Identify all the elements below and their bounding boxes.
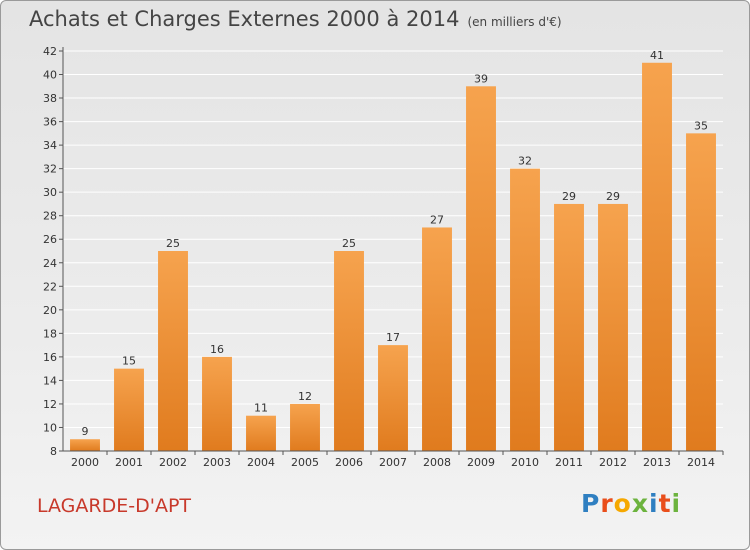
x-tick-label: 2012 (599, 456, 627, 469)
bar (378, 345, 408, 451)
logo-letter: i (649, 489, 659, 518)
bar-value-label: 35 (694, 119, 708, 132)
y-tick-label: 22 (43, 280, 57, 293)
x-tick-label: 2014 (687, 456, 715, 469)
bar (466, 86, 496, 451)
bar-value-label: 25 (166, 237, 180, 250)
x-tick-label: 2006 (335, 456, 363, 469)
bar (598, 203, 628, 451)
logo-letter: i (671, 489, 682, 518)
bar (70, 439, 100, 451)
bar-value-label: 25 (342, 237, 356, 250)
bar-value-label: 29 (606, 190, 620, 203)
x-tick-label: 2005 (291, 456, 319, 469)
x-tick-label: 2003 (203, 456, 231, 469)
y-tick-label: 12 (43, 398, 57, 411)
proxiti-logo: Proxiti (581, 489, 681, 518)
y-tick-label: 28 (43, 210, 57, 223)
y-tick-label: 18 (43, 327, 57, 340)
x-tick-label: 2008 (423, 456, 451, 469)
x-tick-label: 2009 (467, 456, 495, 469)
bar (158, 251, 188, 451)
bar-value-label: 27 (430, 213, 444, 226)
y-tick-label: 32 (43, 163, 57, 176)
x-tick-label: 2013 (643, 456, 671, 469)
bar-value-label: 12 (298, 390, 312, 403)
logo-letter: r (600, 489, 614, 518)
bar (202, 356, 232, 451)
y-tick-label: 36 (43, 116, 57, 129)
x-tick-label: 2000 (71, 456, 99, 469)
bar-value-label: 17 (386, 331, 400, 344)
x-tick-label: 2001 (115, 456, 143, 469)
bar-value-label: 29 (562, 190, 576, 203)
bar (246, 415, 276, 451)
y-tick-label: 24 (43, 257, 57, 270)
x-tick-label: 2004 (247, 456, 275, 469)
y-tick-label: 38 (43, 92, 57, 105)
bar-value-label: 9 (82, 425, 89, 438)
y-tick-label: 42 (43, 45, 57, 58)
bar (114, 368, 144, 451)
bar-value-label: 11 (254, 402, 268, 415)
y-tick-label: 14 (43, 374, 57, 387)
chart-subtitle: (en milliers d'€) (467, 15, 562, 29)
y-tick-label: 10 (43, 421, 57, 434)
bar (686, 133, 716, 451)
y-tick-label: 40 (43, 69, 57, 82)
x-tick-label: 2010 (511, 456, 539, 469)
logo-letter: x (631, 489, 649, 518)
y-tick-label: 8 (50, 445, 57, 458)
chart-title: Achats et Charges Externes 2000 à 2014 (e… (29, 7, 562, 31)
bar-value-label: 16 (210, 343, 224, 356)
bar-value-label: 15 (122, 355, 136, 368)
bar-value-label: 32 (518, 155, 532, 168)
axes: 8 10 12 14 16 18 20 22 24 26 28 30 32 34 36 38 40 42 2000 2… (43, 45, 724, 469)
y-tick-label: 26 (43, 233, 57, 246)
x-tick-label: 2002 (159, 456, 187, 469)
y-tick-label: 16 (43, 351, 57, 364)
bar (642, 62, 672, 451)
chart-title-text: Achats et Charges Externes 2000 à 2014 (29, 7, 460, 31)
x-tick-label: 2011 (555, 456, 583, 469)
bar (290, 403, 320, 451)
y-tick-label: 30 (43, 186, 57, 199)
bar (554, 203, 584, 451)
bar-value-label: 41 (650, 49, 664, 62)
bar-value-label: 39 (474, 72, 488, 85)
bars: 9 15 25 16 11 12 25 17 27 39 32 29 29 41 35 (70, 49, 716, 451)
y-tick-label: 34 (43, 139, 57, 152)
logo-letter: o (613, 489, 632, 518)
logo-letter: t (658, 489, 672, 518)
bar (334, 251, 364, 451)
bar (422, 227, 452, 451)
y-tick-label: 20 (43, 304, 57, 317)
bar (510, 168, 540, 451)
x-tick-label: 2007 (379, 456, 407, 469)
logo-letter: P (581, 489, 601, 518)
commune-name: LAGARDE-D'APT (37, 495, 192, 517)
